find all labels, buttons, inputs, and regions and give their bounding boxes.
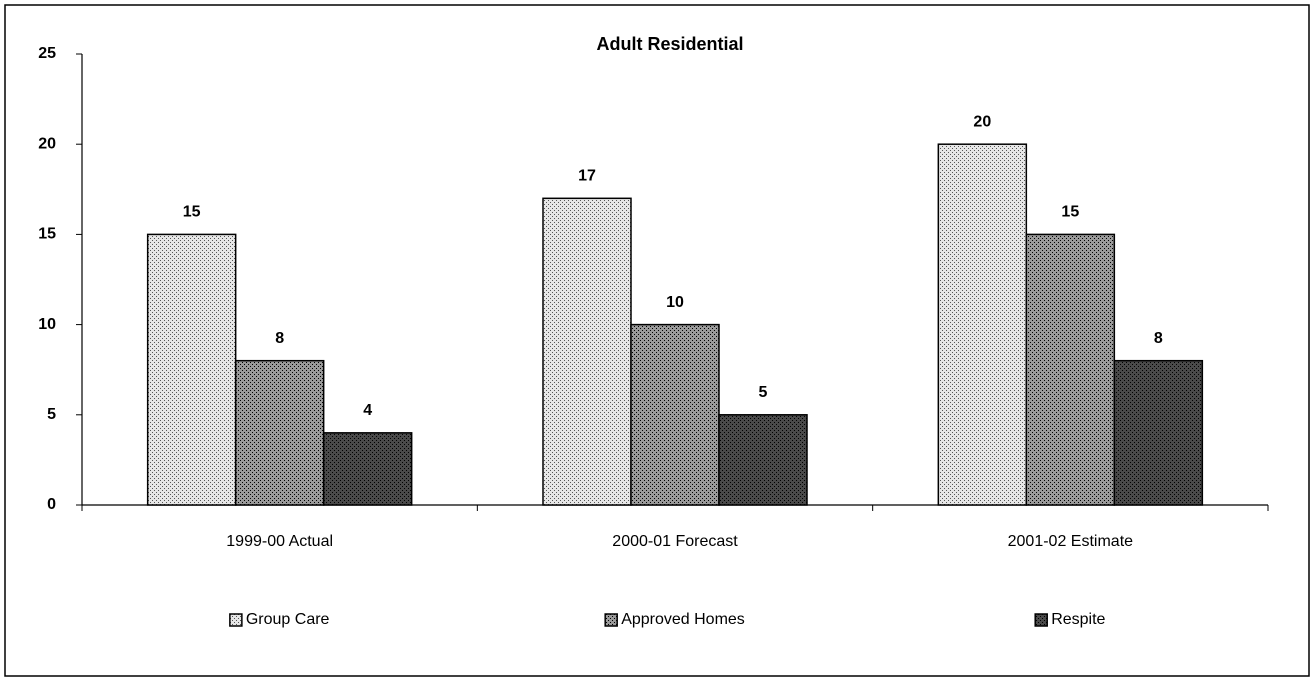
x-tick-label: 2000-01 Forecast [612,533,738,550]
y-tick-label: 20 [38,135,56,152]
legend-label: Respite [1051,611,1105,628]
bar [542,197,632,506]
y-tick-label: 5 [47,406,56,423]
x-tick-label: 1999-00 Actual [226,533,333,550]
bar [1025,233,1116,506]
legend-label: Approved Homes [621,611,745,628]
y-tick-label: 15 [38,226,56,243]
bar [1113,359,1204,506]
y-tick-label: 10 [38,316,56,333]
data-label: 5 [759,384,768,401]
data-label: 17 [578,168,596,185]
data-label: 10 [666,294,684,311]
y-tick-label: 0 [47,496,56,513]
legend-swatch [604,613,618,627]
bar [234,359,325,506]
bar [146,233,237,506]
data-label: 8 [1154,330,1163,347]
data-label: 4 [363,402,372,419]
data-label: 15 [1061,204,1079,221]
legend-label: Group Care [246,611,330,628]
legend-swatch [229,613,243,627]
bar [937,143,1028,506]
legend-swatch [1034,613,1048,627]
chart-title: Adult Residential [596,34,743,54]
bar [322,432,413,506]
x-tick-label: 2001-02 Estimate [1008,533,1134,550]
bar [718,414,808,506]
bar [630,323,720,506]
y-tick-label: 25 [38,45,56,62]
data-label: 8 [275,330,284,347]
data-label: 20 [973,113,991,130]
data-label: 15 [183,204,201,221]
